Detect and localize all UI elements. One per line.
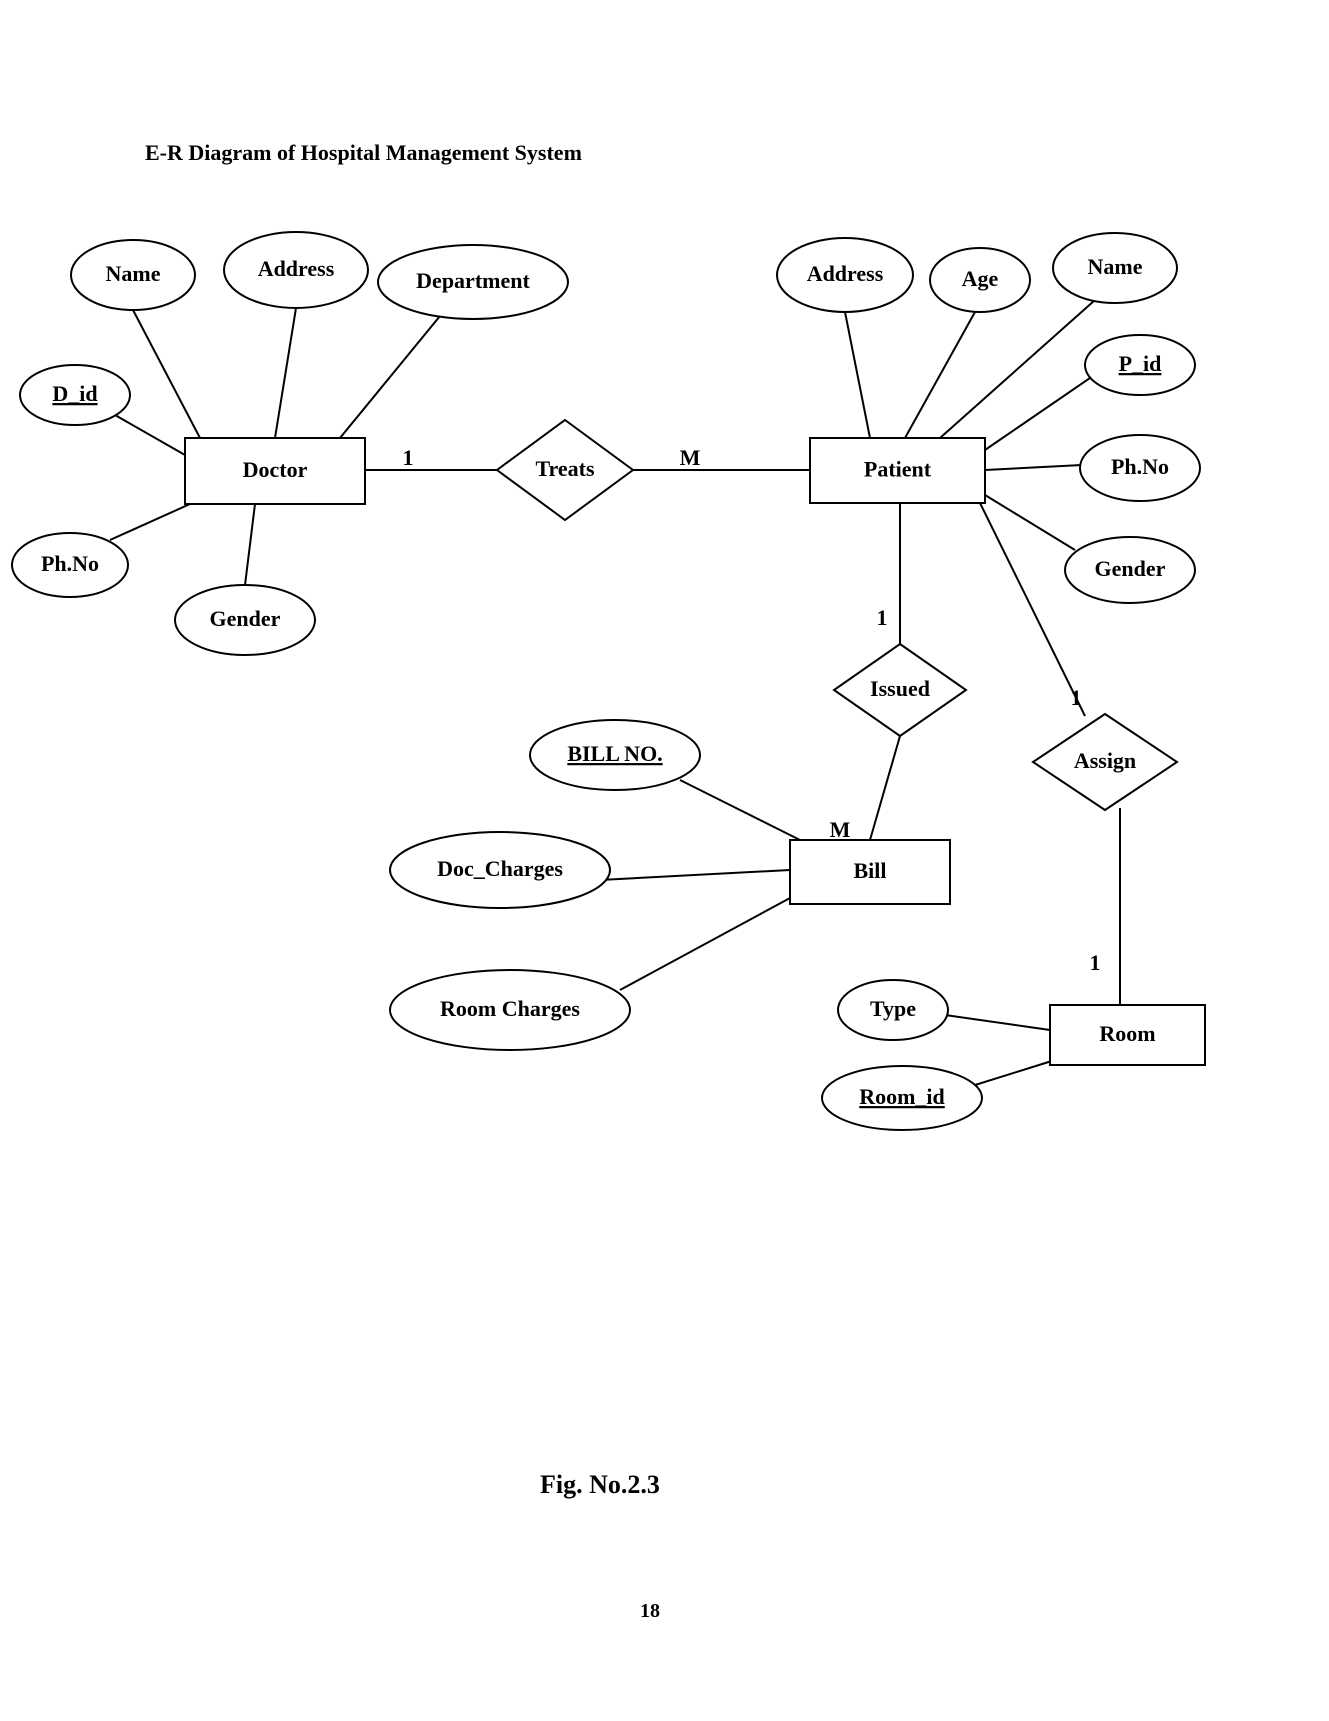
attribute-label-p_phno: Ph.No bbox=[1111, 454, 1169, 479]
relationship-label-assign: Assign bbox=[1074, 748, 1136, 773]
cardinality-4: 1 bbox=[1071, 685, 1082, 710]
attribute-label-r_roomid: Room_id bbox=[859, 1084, 945, 1109]
attribute-label-d_department: Department bbox=[416, 268, 530, 293]
edge bbox=[905, 312, 975, 438]
edge bbox=[940, 300, 1095, 438]
attribute-label-d_phno: Ph.No bbox=[41, 551, 99, 576]
figure-caption: Fig. No.2.3 bbox=[540, 1470, 660, 1500]
edge bbox=[975, 1060, 1055, 1085]
attribute-label-r_type: Type bbox=[870, 996, 916, 1021]
edge bbox=[620, 898, 790, 990]
attribute-label-b_doccharges: Doc_Charges bbox=[437, 856, 563, 881]
edge bbox=[275, 308, 296, 438]
edge bbox=[845, 312, 870, 438]
page-number: 18 bbox=[640, 1600, 660, 1623]
attribute-label-d_address: Address bbox=[258, 256, 335, 281]
attribute-label-p_age: Age bbox=[962, 266, 999, 291]
cardinality-2: 1 bbox=[877, 605, 888, 630]
edge bbox=[680, 780, 800, 840]
attribute-label-d_gender: Gender bbox=[210, 606, 281, 631]
cardinality-1: M bbox=[680, 445, 701, 470]
er-diagram-page: E-R Diagram of Hospital Management Syste… bbox=[0, 0, 1329, 1721]
edge bbox=[870, 736, 900, 840]
edge bbox=[985, 465, 1082, 470]
attribute-label-p_gender: Gender bbox=[1095, 556, 1166, 581]
edge bbox=[340, 316, 440, 438]
attribute-label-d_id: D_id bbox=[52, 381, 97, 406]
edge bbox=[110, 504, 190, 540]
attribute-label-p_address: Address bbox=[807, 261, 884, 286]
entity-label-bill: Bill bbox=[853, 858, 886, 883]
attribute-label-b_roomcharges: Room Charges bbox=[440, 996, 580, 1021]
relationship-label-treats: Treats bbox=[535, 456, 594, 481]
edge bbox=[133, 310, 200, 438]
attribute-label-d_name: Name bbox=[106, 261, 161, 286]
edge bbox=[115, 415, 185, 455]
cardinality-3: M bbox=[830, 817, 851, 842]
entity-label-patient: Patient bbox=[864, 457, 932, 482]
edge bbox=[945, 1015, 1050, 1030]
er-diagram-svg: Name Address Department D_id Ph.No Gender Addr… bbox=[0, 0, 1329, 1721]
edge bbox=[245, 504, 255, 585]
attribute-label-p_id: P_id bbox=[1119, 351, 1162, 376]
cardinality-5: 1 bbox=[1090, 950, 1101, 975]
edge bbox=[600, 870, 790, 880]
attribute-label-b_billno: BILL NO. bbox=[567, 741, 662, 766]
relationship-label-issued: Issued bbox=[870, 676, 930, 701]
entity-label-doctor: Doctor bbox=[243, 457, 308, 482]
edge bbox=[980, 503, 1085, 716]
edge bbox=[985, 378, 1090, 450]
cardinality-0: 1 bbox=[403, 445, 414, 470]
entity-label-room: Room bbox=[1099, 1021, 1155, 1046]
attribute-label-p_name: Name bbox=[1088, 254, 1143, 279]
